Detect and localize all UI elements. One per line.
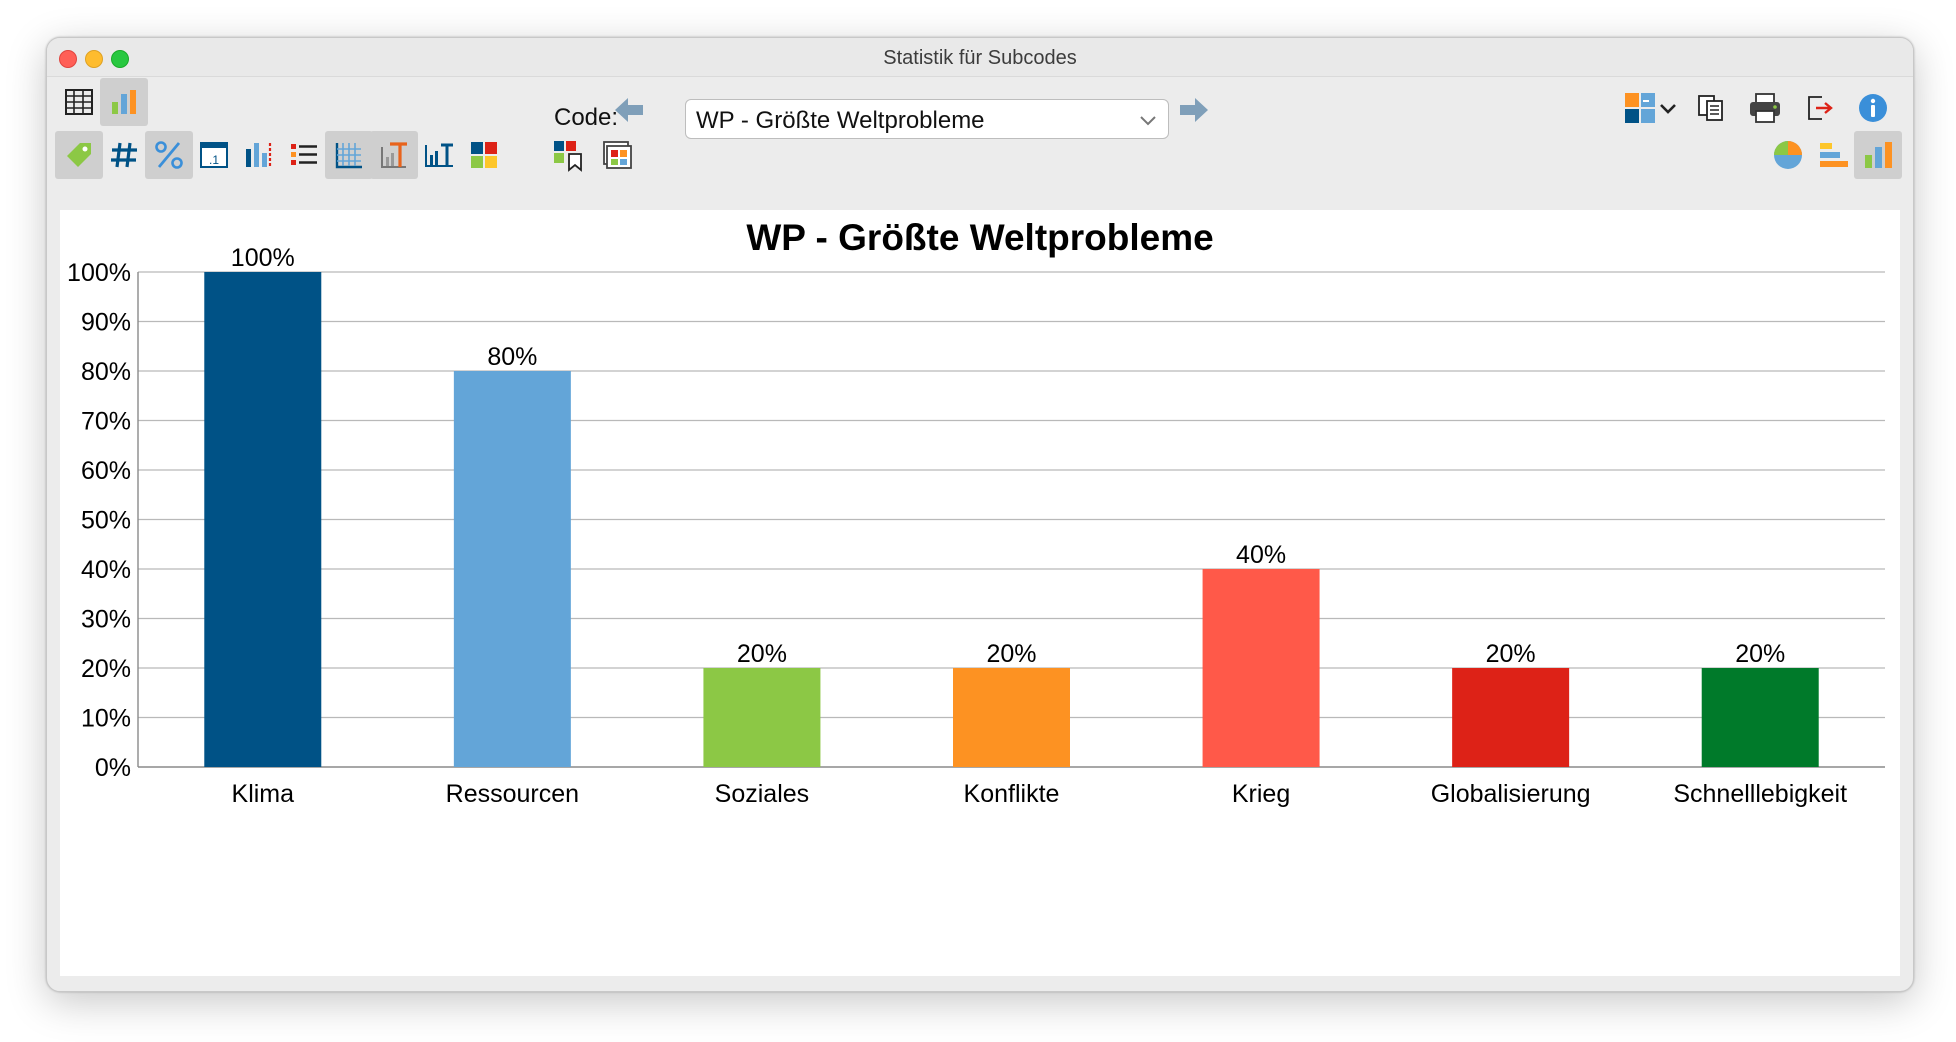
back-arrow-icon xyxy=(615,98,643,122)
y-tick-label: 20% xyxy=(81,655,131,683)
horizontal-bar-chart-button[interactable] xyxy=(1809,131,1857,179)
tag-icon xyxy=(67,143,91,167)
bar-chart: WP - Größte Weltprobleme 0% 10% 20% 30% 40% 5… xyxy=(67,217,1885,808)
hash-icon xyxy=(111,142,137,168)
legend-list-button[interactable] xyxy=(280,131,328,179)
vertical-bar-icon xyxy=(1865,142,1892,168)
data-label: 100% xyxy=(231,244,295,272)
export-puzzle-icon xyxy=(1625,93,1655,123)
print-icon xyxy=(1750,93,1780,123)
bar-soziales xyxy=(703,668,821,767)
y-tick-label: 60% xyxy=(81,457,131,485)
info-icon xyxy=(1859,94,1887,122)
export-icon xyxy=(1808,96,1833,120)
decimal-button[interactable]: .1 xyxy=(190,131,238,179)
y-tick-label: 90% xyxy=(81,309,131,337)
x-tick-label: Ressourcen xyxy=(446,780,579,808)
bookmark-chart-icon xyxy=(554,141,582,172)
info-button[interactable] xyxy=(1849,84,1897,132)
y-tick-label: 100% xyxy=(67,259,131,287)
bar-label-icon xyxy=(246,143,272,167)
x-tick-label: Globalisierung xyxy=(1431,780,1591,808)
data-label: 20% xyxy=(1486,640,1536,668)
decimal-icon: .1 xyxy=(200,142,228,168)
chart-title: WP - Größte Weltprobleme xyxy=(746,217,1213,258)
statistics-window: Statistik für Subcodes Code: WP - Größte… xyxy=(46,37,1914,992)
title-bar: Statistik für Subcodes xyxy=(47,38,1913,77)
data-label: 40% xyxy=(1236,541,1286,569)
y-tick-label: 0% xyxy=(95,754,131,782)
data-label: 20% xyxy=(986,640,1036,668)
code-select-value: WP - Größte Weltprobleme xyxy=(696,107,985,134)
zoom-button[interactable] xyxy=(111,50,129,68)
axis-title-icon xyxy=(425,143,453,167)
bar-krieg xyxy=(1202,569,1320,767)
print-button[interactable] xyxy=(1741,84,1789,132)
data-label: 20% xyxy=(737,640,787,668)
next-code-button[interactable] xyxy=(1176,92,1212,128)
grid-icon xyxy=(335,143,362,169)
bar-labels-button[interactable] xyxy=(235,131,283,179)
color-palette-button[interactable] xyxy=(460,131,508,179)
list-icon xyxy=(291,144,317,165)
percent-button[interactable] xyxy=(145,131,193,179)
export-button[interactable] xyxy=(1795,84,1843,132)
absolute-frequency-button[interactable] xyxy=(100,131,148,179)
forward-arrow-icon xyxy=(1180,98,1208,122)
bar-schnelllebigkeit xyxy=(1701,668,1819,767)
frame-icon xyxy=(603,141,632,169)
x-tick-label: Soziales xyxy=(715,780,810,808)
x-tick-label: Schnelllebigkeit xyxy=(1673,780,1847,808)
y-tick-label: 10% xyxy=(81,705,131,733)
chevron-down-icon xyxy=(1140,116,1156,126)
x-tick-label: Krieg xyxy=(1232,780,1290,808)
color-palette-icon xyxy=(471,142,497,168)
y-tick-label: 50% xyxy=(81,507,131,535)
horizontal-bar-icon xyxy=(1820,143,1848,167)
bar-konflikte xyxy=(953,668,1070,767)
copy-icon xyxy=(1698,95,1723,121)
title-format-button[interactable] xyxy=(370,131,418,179)
svg-text:.1: .1 xyxy=(209,153,219,167)
percent-icon xyxy=(155,141,183,169)
bookmark-chart-button[interactable] xyxy=(544,131,592,179)
chart-area: WP - Größte Weltprobleme 0% 10% 20% 30% 40% 5… xyxy=(60,210,1900,976)
window-title: Statistik für Subcodes xyxy=(883,47,1077,69)
code-label: Code: xyxy=(554,104,619,131)
vertical-bar-chart-button[interactable] xyxy=(1854,131,1902,179)
axis-title-button[interactable] xyxy=(415,131,463,179)
data-label: 80% xyxy=(487,343,537,371)
chart-view-icon xyxy=(112,90,136,114)
bar-ressourcen xyxy=(453,371,571,767)
pie-chart-icon xyxy=(1774,141,1802,169)
minimize-button[interactable] xyxy=(85,50,103,68)
code-select[interactable]: WP - Größte Weltprobleme xyxy=(685,99,1169,139)
bar-klima xyxy=(204,272,322,767)
bar-globalisierung xyxy=(1452,668,1570,767)
frame-button[interactable] xyxy=(593,131,641,179)
previous-code-button[interactable] xyxy=(611,92,647,128)
x-tick-label: Klima xyxy=(232,780,295,808)
y-tick-label: 70% xyxy=(81,408,131,436)
pie-chart-button[interactable] xyxy=(1764,131,1812,179)
tag-button[interactable] xyxy=(55,131,103,179)
export-menu-button[interactable] xyxy=(1619,84,1683,132)
data-label: 20% xyxy=(1735,640,1785,668)
y-tick-label: 40% xyxy=(81,556,131,584)
x-tick-label: Konflikte xyxy=(964,780,1060,808)
text-format-icon xyxy=(381,142,407,168)
chart-view-button[interactable] xyxy=(100,78,148,126)
y-tick-label: 30% xyxy=(81,606,131,634)
y-tick-label: 80% xyxy=(81,358,131,386)
table-view-button[interactable] xyxy=(55,78,103,126)
gridlines-button[interactable] xyxy=(325,131,373,179)
close-button[interactable] xyxy=(59,50,77,68)
dropdown-chevron-icon xyxy=(1660,104,1676,114)
table-view-icon xyxy=(65,89,93,115)
copy-button[interactable] xyxy=(1687,84,1735,132)
